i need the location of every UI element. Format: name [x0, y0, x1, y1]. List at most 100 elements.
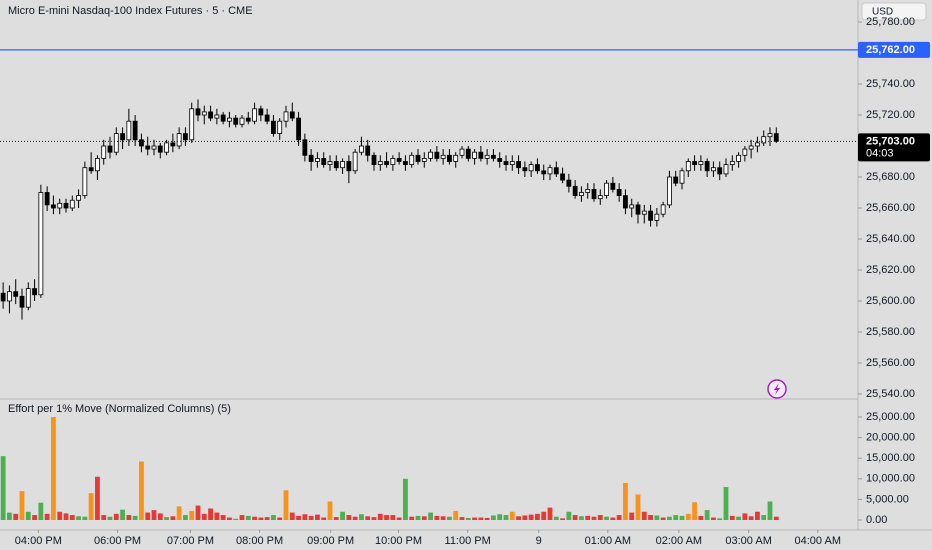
effort-bar	[333, 517, 339, 520]
candle-body	[440, 154, 446, 159]
currency-button[interactable]	[861, 2, 927, 21]
effort-bar	[183, 515, 188, 520]
y-tick-label: 25,560.00	[866, 357, 915, 369]
candle-body	[428, 151, 433, 159]
effort-bar	[629, 512, 635, 520]
candle-body	[321, 157, 327, 165]
y-tick-label: 25,640.00	[866, 233, 915, 245]
candle-body	[736, 154, 741, 162]
candle-body	[57, 202, 63, 209]
x-tick-label: 06:00 PM	[94, 535, 141, 547]
effort-bar	[57, 511, 63, 520]
effort-bar	[729, 515, 735, 520]
x-tick-label: 04:00 AM	[795, 535, 841, 547]
effort-bar	[478, 517, 484, 520]
candle-body	[195, 108, 201, 116]
candle-body	[371, 154, 377, 165]
effort-bar	[585, 515, 591, 520]
candle-body	[396, 157, 402, 162]
effort-bar	[384, 515, 389, 520]
effort-bar	[396, 517, 402, 520]
effort-bar	[472, 517, 477, 520]
candle-body	[151, 145, 157, 150]
price-line-label: 25,762.00	[866, 44, 915, 56]
effort-bar	[453, 510, 459, 520]
candle-body	[252, 108, 257, 122]
effort-bar	[164, 517, 169, 520]
y-tick-label: 25,000.00	[866, 411, 915, 423]
effort-bar	[547, 507, 553, 520]
effort-bar	[371, 517, 377, 520]
candle-body	[755, 142, 760, 147]
effort-bar	[252, 516, 257, 520]
effort-bar	[484, 517, 490, 520]
candle-body	[623, 195, 628, 209]
effort-bar	[415, 515, 421, 520]
candle-body	[145, 145, 151, 150]
candle-body	[201, 111, 207, 116]
effort-bar	[151, 510, 157, 520]
effort-bar	[95, 476, 100, 520]
candle-body	[516, 161, 521, 169]
alert-icon[interactable]	[767, 379, 787, 399]
candle-body	[245, 117, 251, 122]
candle-body	[157, 145, 163, 153]
candle-body	[113, 133, 119, 153]
effort-bar	[101, 515, 107, 520]
y-tick-label: 10,000.00	[866, 473, 915, 485]
effort-bar	[465, 517, 471, 520]
candle-body	[459, 148, 465, 156]
candle-body	[685, 161, 691, 172]
candle-body	[333, 161, 339, 169]
candle-body	[453, 154, 459, 162]
candle-body	[748, 145, 754, 150]
effort-bar	[126, 515, 132, 520]
effort-bar	[239, 515, 245, 520]
effort-bar	[38, 502, 44, 520]
effort-bar	[340, 511, 345, 520]
candle-body	[616, 188, 622, 196]
effort-bar	[302, 514, 308, 520]
effort-bar	[660, 517, 666, 520]
chart-title: Micro E-mini Nasdaq-100 Index Futures · …	[8, 5, 253, 17]
candle-body	[553, 167, 559, 175]
effort-bar	[0, 456, 6, 520]
candle-body	[692, 161, 697, 165]
effort-bar	[761, 515, 767, 520]
currency-label[interactable]: USD	[872, 7, 893, 18]
candle-body	[767, 133, 773, 138]
last-price-label: 25,703.00	[866, 135, 915, 147]
candle-body	[239, 117, 245, 125]
effort-bar	[113, 513, 119, 520]
candle-body	[277, 120, 283, 134]
effort-bar	[390, 515, 396, 520]
candle-body	[13, 291, 19, 297]
effort-bar	[13, 513, 19, 520]
effort-bar	[755, 511, 760, 520]
countdown-label: 04:03	[866, 147, 894, 159]
candle-body	[264, 114, 270, 122]
candle-body	[346, 161, 352, 172]
candle-body	[629, 204, 635, 209]
candle-body	[403, 161, 408, 165]
effort-bar	[76, 516, 81, 520]
effort-bar	[459, 517, 465, 520]
effort-bar	[264, 517, 270, 520]
y-tick-label: 25,740.00	[866, 78, 915, 90]
effort-bar	[641, 511, 647, 520]
effort-bar	[51, 416, 56, 520]
effort-bar	[189, 510, 195, 520]
effort-bar	[604, 516, 609, 520]
candle-body	[25, 288, 31, 308]
effort-bar	[692, 502, 697, 520]
alert-bolt[interactable]	[774, 383, 780, 395]
candle-body	[465, 148, 471, 159]
x-tick-label: 01:00 AM	[585, 535, 631, 547]
candle-body	[384, 161, 389, 165]
effort-bar	[69, 515, 75, 520]
candle-body	[120, 133, 125, 141]
effort-bar	[704, 510, 710, 520]
effort-bar	[610, 517, 616, 520]
effort-bar	[63, 513, 69, 520]
effort-bar	[258, 517, 264, 520]
